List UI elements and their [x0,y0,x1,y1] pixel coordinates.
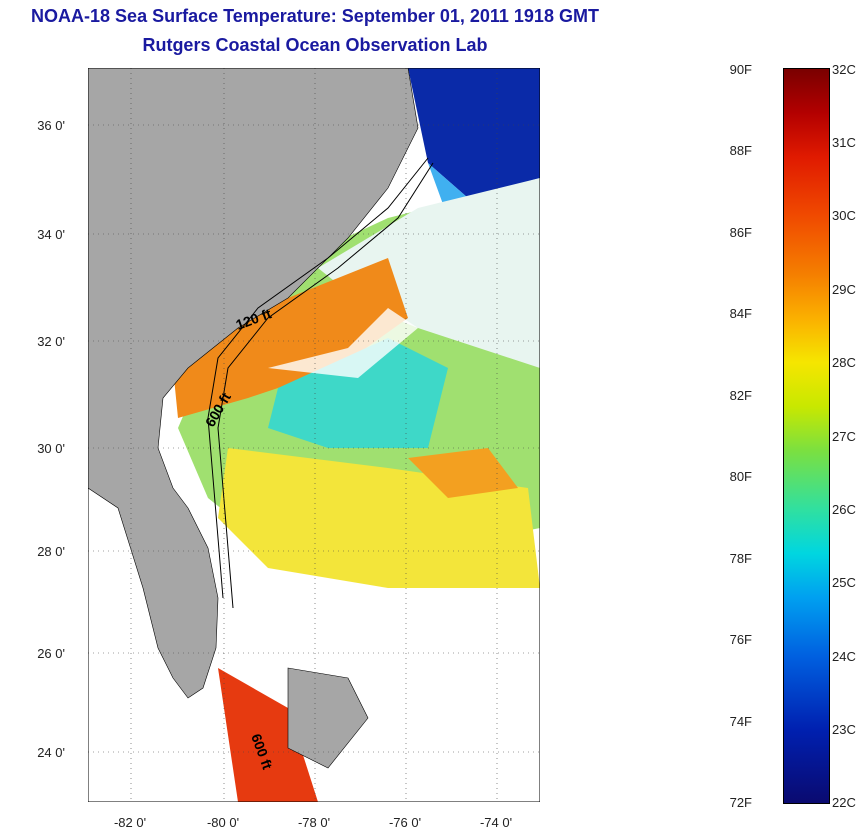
lon-label-78: -78 0' [297,815,331,830]
colorbar-c-32: 32C [832,62,856,77]
colorbar-f-72: 72F [729,795,752,810]
cool-eddy [268,338,448,448]
colorbar-c-29: 29C [832,282,856,297]
lat-label-28: 28 0' [37,544,65,559]
cold-water-north [408,68,540,198]
land-bahamas [287,667,369,769]
graticule [88,68,540,802]
colorbar-c-22: 22C [832,795,856,810]
land-mainland [88,68,419,699]
colorbar-c-30: 30C [832,208,856,223]
colorbar-c-31: 31C [832,135,856,150]
cloud-area-north [318,178,540,368]
hot-patch-south [218,668,318,802]
colorbar-f-80: 80F [729,469,752,484]
lat-label-34: 34 0' [37,227,65,242]
lat-label-36: 36 0' [37,118,65,133]
map-subtitle: Rutgers Coastal Ocean Observation Lab [142,35,488,55]
contour-120ft [207,157,429,599]
map-title: NOAA-18 Sea Surface Temperature: Septemb… [31,6,599,26]
sst-map: 120 ft 600 ft 600 ft [88,68,540,802]
warm-patch [408,448,518,498]
colorbar-c-28: 28C [832,355,856,370]
colorbar-c-27: 27C [832,429,856,444]
warm-band [168,258,408,418]
lat-label-24: 24 0' [37,745,65,760]
contour-600ft [217,162,434,609]
colorbar-c-23: 23C [832,722,856,737]
colorbar-f-76: 76F [729,632,752,647]
colorbar-c-26: 26C [832,502,856,517]
colorbar-f-84: 84F [729,306,752,321]
colorbar-f-88: 88F [729,143,752,158]
colorbar-f-82: 82F [729,388,752,403]
colorbar-c-25: 25C [832,575,856,590]
lon-label-74: -74 0' [479,815,513,830]
colorbar-c-24: 24C [832,649,856,664]
colorbar-f-78: 78F [729,551,752,566]
colorbar-f-86: 86F [729,225,752,240]
colorbar-f-74: 74F [729,714,752,729]
lat-label-30: 30 0' [37,441,65,456]
lat-label-32: 32 0' [37,334,65,349]
lon-label-80: -80 0' [206,815,240,830]
lat-label-26: 26 0' [37,646,65,661]
colorbar-f-90: 90F [729,62,752,77]
temperature-colorbar [783,68,830,804]
cloud-streak [268,308,418,378]
lon-label-82: -82 0' [113,815,147,830]
lon-label-76: -76 0' [388,815,422,830]
